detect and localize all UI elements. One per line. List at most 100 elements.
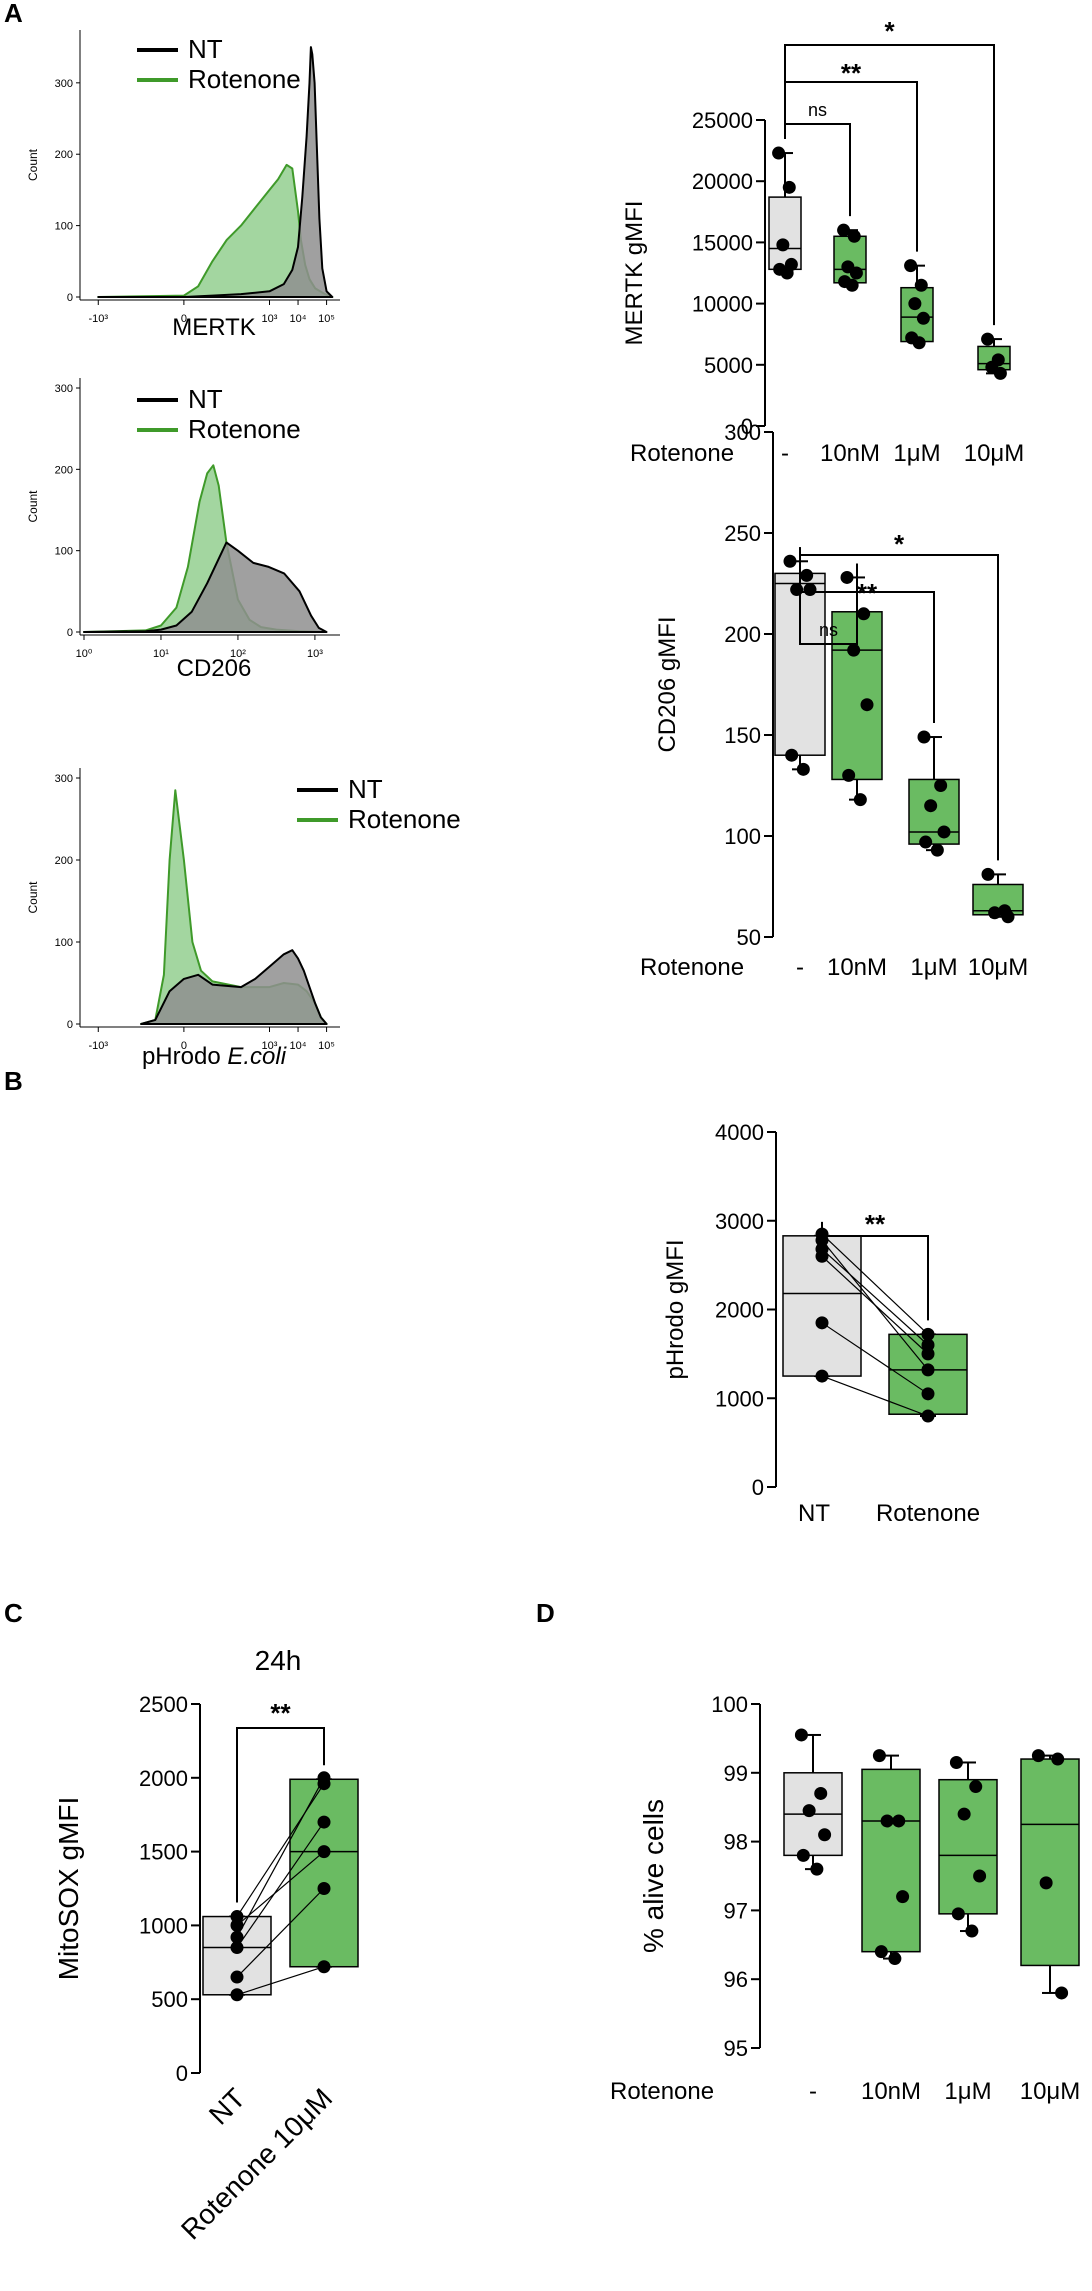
box_mertk-data-point [916,311,930,325]
box_mertk-y-label: MERTK gMFI [621,201,648,346]
box_phrodo-category-label: Rotenone [876,1500,980,1527]
box_mitosox-y-tick-label: 1500 [139,1840,188,1865]
hist_phrodo-y-tick-label: 200 [55,855,73,867]
box_viability-data-point [814,1786,828,1800]
box_mitosox-category-label: Rotenone 10μM [175,2082,338,2245]
box_viability-category-label: 10μM [1020,2078,1081,2105]
box_mitosox-data-point [317,1777,331,1791]
box_cd206-box [972,883,1024,916]
box_mitosox-data-point [230,1941,244,1955]
box_viability-data-point [796,1848,810,1862]
hist_cd206-series-nt [83,541,328,633]
box_mertk-data-point [847,229,861,243]
box_cd206-y-tick-label: 50 [737,925,761,950]
hist_mertk-x-tick-label: 10⁴ [290,313,307,325]
box_mertk-y-tick-label: 15000 [692,230,753,255]
box_phrodo-data-point [815,1249,829,1263]
hist_cd206-x-tick-label: 10⁰ [76,648,93,660]
box_mitosox-significance-bracket [236,1727,325,1903]
hist_cd206-y-tick-label: 200 [55,464,73,476]
hist_cd206-x-tick-label: 10² [230,648,246,660]
box_mitosox-pair-line [236,1966,325,1996]
box_mertk-y-tick-label: 0 [741,414,753,439]
box_viability-category-label: 10nM [861,2078,921,2105]
box_viability-data-point [818,1828,832,1842]
box_cd206-significance-bracket [799,547,999,861]
box_viability-y-tick-label: 98 [724,1830,748,1855]
box_cd206-category-label: - [796,954,804,981]
box_viability-y-tick-label: 99 [724,1761,748,1786]
box_viability-data-point [810,1862,824,1876]
box_cd206-data-point [853,793,867,807]
box_cd206-x-label: Rotenone [640,954,744,981]
box_phrodo-pair-line [821,1322,929,1395]
box_cd206-y-tick-label: 150 [724,723,761,748]
box_cd206-category-label: 10nM [827,954,887,981]
box_phrodo-significance-label: ** [865,1209,886,1239]
box_phrodo-significance-bracket [821,1221,929,1321]
hist_mertk-x-tick-label: -10³ [88,313,108,325]
box_mertk-data-point [904,259,918,273]
box_viability-category-label: 1μM [944,2078,991,2105]
box_mitosox-data-point [230,1970,244,1984]
box_mitosox-data-point [317,1882,331,1895]
box_phrodo-data-point [921,1363,935,1377]
box_mertk-data-point [772,146,786,160]
hist_mertk-y-tick-label: 200 [55,149,73,161]
box_viability-box [861,1768,921,1953]
box_cd206-data-point [803,583,817,597]
panel-letter-b: B [4,1066,23,1096]
hist_cd206-legend-label: NT [188,384,223,414]
hist_mertk-y-label: Count [26,148,40,181]
box_mertk-category-label: - [781,440,789,467]
box_viability-y-tick-label: 95 [724,2036,748,2061]
box_mertk-category-label: 10nM [820,440,880,467]
box_mertk-x-label: Rotenone [630,440,734,467]
box_cd206-data-point [842,768,856,782]
box_viability-data-point [896,1890,910,1904]
box_cd206-category-label: 10μM [968,954,1029,981]
box_mertk-data-point [776,238,790,252]
hist_phrodo-y-label: Count [26,881,40,914]
box_viability-data-point [1055,1986,1069,2000]
hist_phrodo-y-tick-label: 300 [55,773,73,785]
hist_phrodo-y-tick-label: 100 [55,937,73,949]
box_mertk-data-point [782,180,796,194]
box_mitosox-pair-line [236,1851,325,1926]
hist_phrodo-series-nt [140,949,328,1025]
hist_mertk-legend-label: NT [188,34,223,64]
box_mertk-category-label: 10μM [964,440,1025,467]
hist_mertk-x-tick-label: 0 [181,313,187,325]
box_mitosox-group: 0 500 1000 1500 2000 2500 MitoSOX gMFI NTRoteno… [53,1645,359,2246]
hist_phrodo-x-tick-label: 10⁴ [290,1040,307,1052]
hist_phrodo-legend-label: NT [348,774,383,804]
box_cd206-data-point [988,906,1002,920]
box_mertk-box [768,196,802,271]
box_viability-box [1020,1758,1080,1967]
hist_cd206-legend-label: Rotenone [188,414,301,444]
box_mitosox-category-label: NT [203,2082,251,2130]
box_cd206-box [908,778,960,845]
hist_cd206-y-tick-label: 0 [67,627,73,639]
box_mitosox-title: 24h [255,1645,302,1676]
hist_phrodo-x-tick-label: 10³ [262,1040,278,1052]
box_mertk-y-tick-label: 10000 [692,292,753,317]
box_mertk-data-point [849,266,863,280]
box_cd206-data-point [840,570,854,584]
hist_cd206-x-tick-label: 10¹ [153,648,169,660]
box_cd206-significance-bracket [799,547,935,724]
box_mitosox-y-tick-label: 2000 [139,1766,188,1791]
box_cd206-significance-bracket [799,547,858,645]
box_viability-data-point [973,1869,987,1883]
box_cd206-data-point [1001,910,1015,924]
box_viability-data-point [880,1814,894,1828]
box_cd206-data-point [981,867,995,881]
box_mertk-category-label: 1μM [893,440,940,467]
box_phrodo-pair-line [821,1248,929,1346]
box_cd206-data-point [860,698,874,712]
box_cd206-significance-label: ** [857,578,878,608]
